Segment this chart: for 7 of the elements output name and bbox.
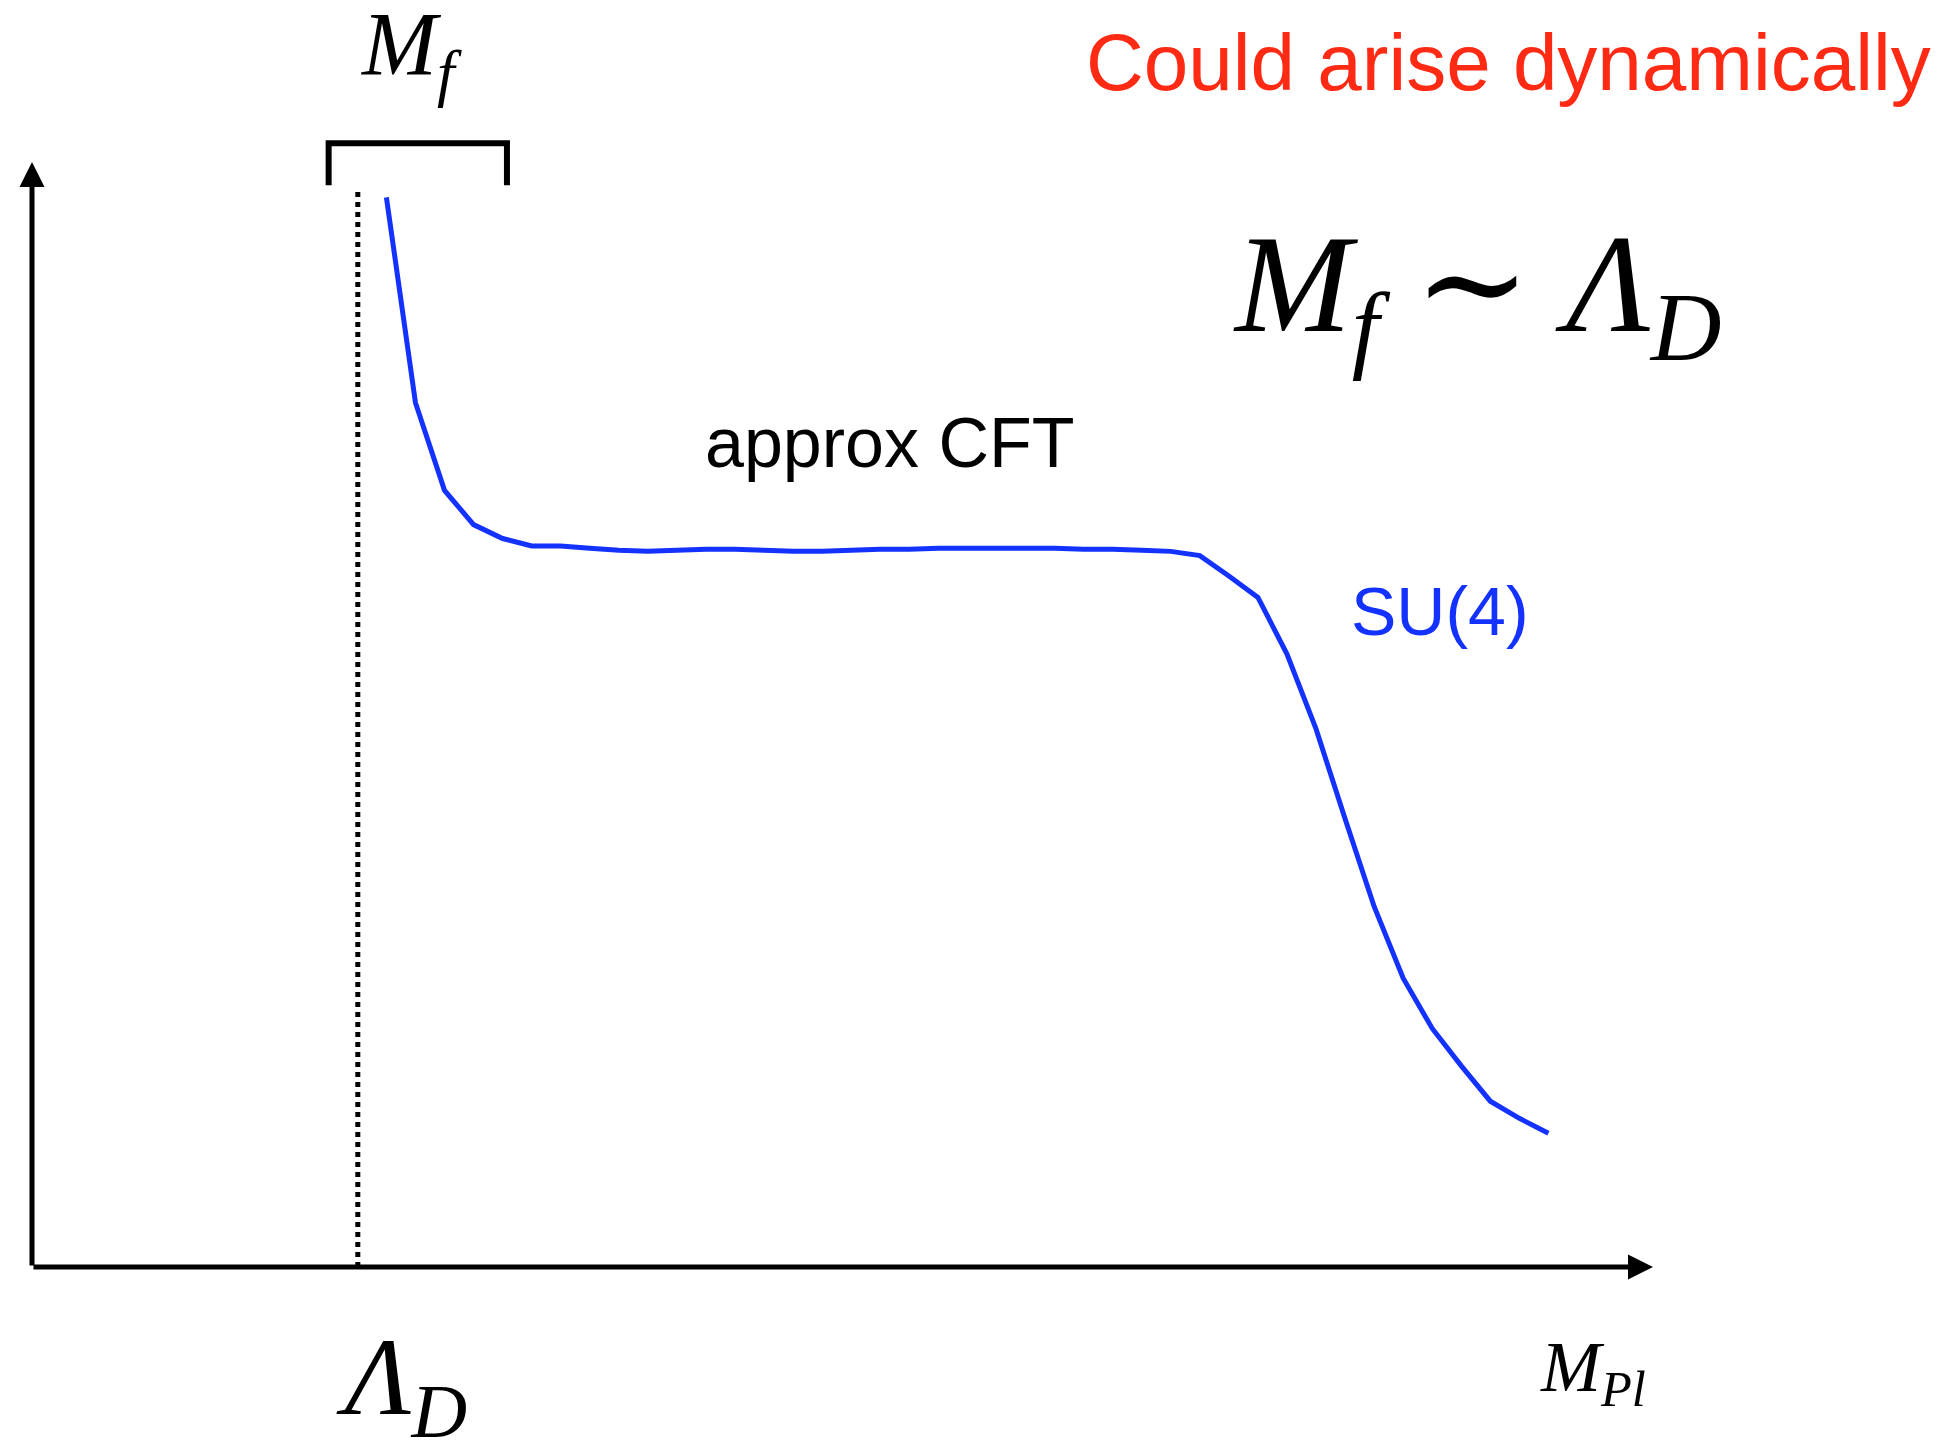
series-label: SU(4) [1351,573,1529,649]
text: Could arise dynamically [1086,18,1931,107]
text: Λ$_{D}$ [336,1316,468,1441]
annotation: M$_{f}$ ∼ Λ$_{D}$ [1233,206,1722,382]
x-axis-title: M$_{Pl}$ [1540,1327,1646,1418]
annotation: approx CFT [705,404,1075,482]
text: M$_{f}$ [360,0,462,108]
